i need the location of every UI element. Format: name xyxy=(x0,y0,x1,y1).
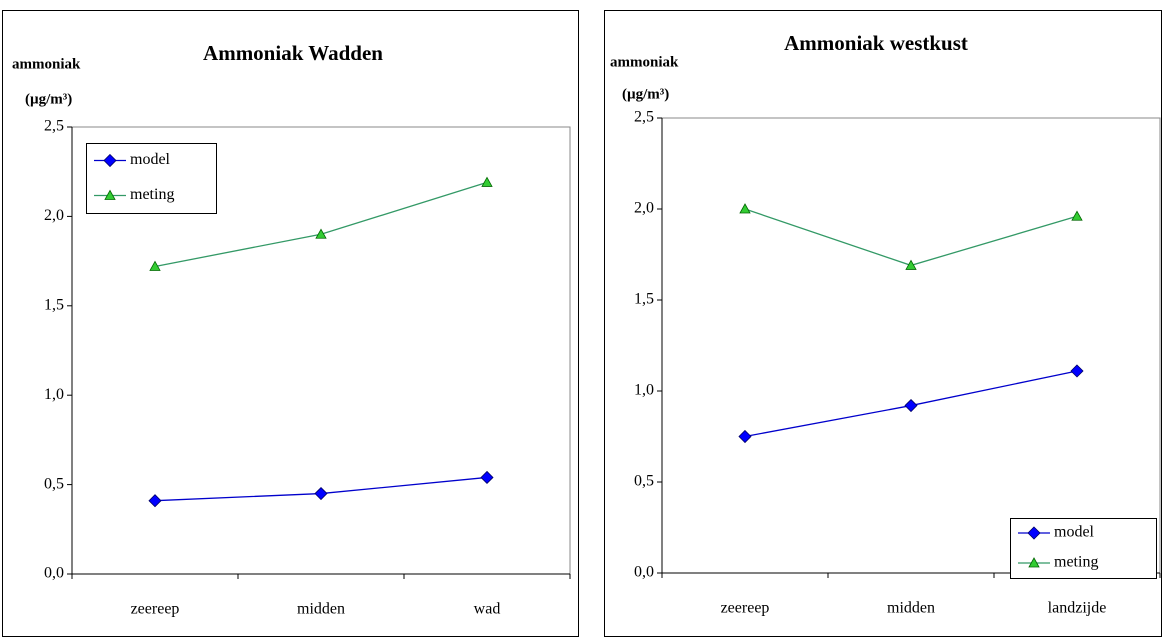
marker xyxy=(103,153,117,168)
x-tick-label: wad xyxy=(474,601,501,618)
chart-title: Ammoniak Wadden xyxy=(203,41,383,65)
marker xyxy=(904,398,918,413)
marker xyxy=(314,486,328,501)
chart-title: Ammoniak westkust xyxy=(784,31,968,55)
marker xyxy=(739,203,751,214)
marker xyxy=(1071,210,1083,221)
legend-label: meting xyxy=(1054,554,1098,571)
y-tick-label: 2,5 xyxy=(44,118,64,135)
x-tick-label: landzijde xyxy=(1048,600,1107,617)
y-tick-label: 2,0 xyxy=(44,207,64,224)
y-tick-label: 0,0 xyxy=(634,564,654,581)
legend-label: model xyxy=(130,151,171,168)
marker xyxy=(738,429,752,444)
y-tick-label: 0,5 xyxy=(634,473,654,490)
y-tick-label: 1,0 xyxy=(634,382,654,399)
marker xyxy=(1027,526,1041,540)
legend-label: meting xyxy=(130,186,174,203)
marker xyxy=(481,176,493,187)
y-tick-label: 1,5 xyxy=(44,296,64,313)
marker xyxy=(104,189,116,200)
chart-border xyxy=(2,10,579,637)
y-axis-label: (µg/m³) xyxy=(622,86,669,102)
y-tick-label: 1,0 xyxy=(44,386,64,403)
y-tick-label: 1,5 xyxy=(634,291,654,308)
marker xyxy=(480,470,494,485)
marker xyxy=(315,228,327,239)
plot-frame xyxy=(662,117,1161,573)
x-tick-label: zeereep xyxy=(131,601,180,618)
plot-frame xyxy=(72,126,571,574)
y-axis-label: ammoniak xyxy=(12,56,81,72)
y-axis-label: (µg/m³) xyxy=(25,91,72,107)
series-line xyxy=(744,208,1078,267)
legend-box xyxy=(86,143,217,214)
y-tick-label: 2,5 xyxy=(634,109,654,126)
x-tick-label: midden xyxy=(887,600,935,617)
marker xyxy=(149,260,161,271)
y-tick-label: 0,5 xyxy=(44,475,64,492)
marker xyxy=(905,259,917,270)
legend-label: model xyxy=(1054,524,1095,541)
y-tick-label: 0,0 xyxy=(44,565,64,582)
x-tick-label: midden xyxy=(297,601,345,618)
chart-border xyxy=(604,10,1162,637)
marker xyxy=(1028,557,1040,568)
x-tick-label: zeereep xyxy=(721,600,770,617)
marker xyxy=(1070,364,1084,378)
marker xyxy=(148,494,162,508)
y-tick-label: 2,0 xyxy=(634,200,654,217)
y-axis-label: ammoniak xyxy=(610,54,679,70)
